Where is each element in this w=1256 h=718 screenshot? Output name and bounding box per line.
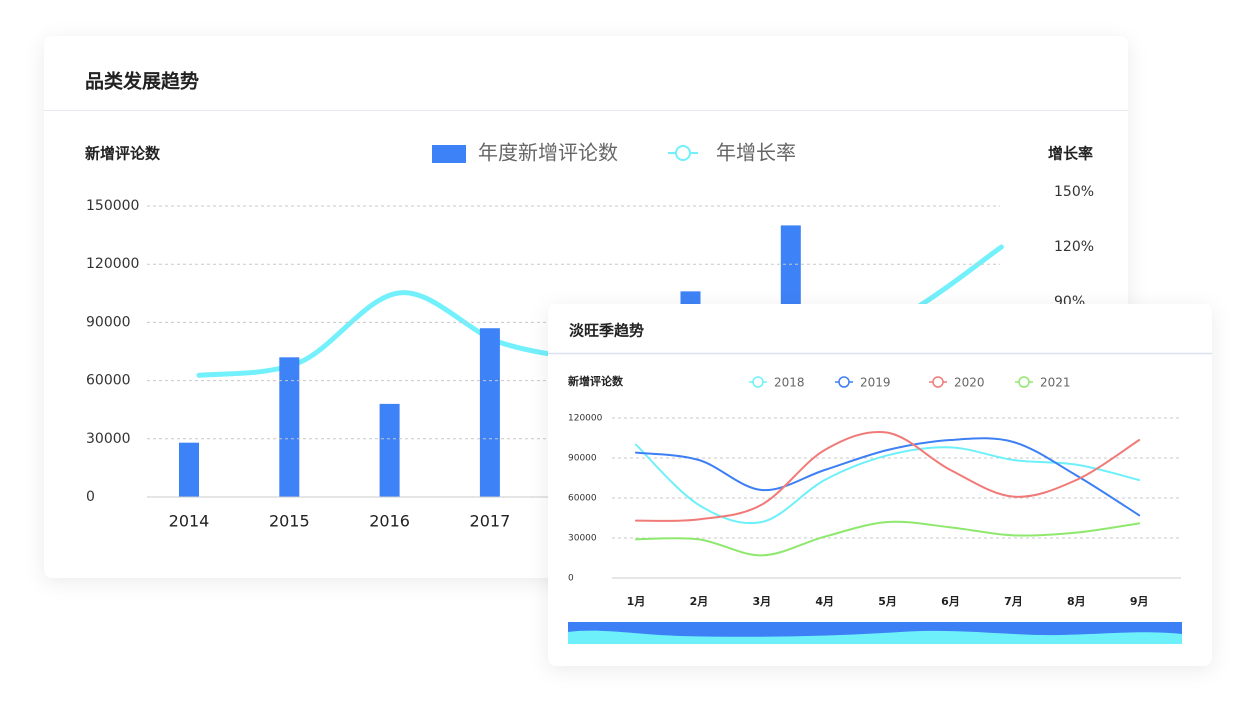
- line-series: [635, 520, 1141, 557]
- y2-tick-label: 120%: [1054, 239, 1094, 255]
- zoom-slider-preview: [568, 630, 1182, 644]
- y-tick-label: 30000: [568, 534, 597, 544]
- y-tick-label: 60000: [568, 494, 597, 504]
- legend-icon: [432, 145, 466, 163]
- y-tick-label: 0: [86, 489, 95, 505]
- x-tick-label: 5月: [878, 595, 897, 608]
- y-axis-label: 新增评论数: [85, 145, 161, 163]
- y-tick-label: 60000: [86, 373, 131, 389]
- x-tick-label: 2月: [690, 595, 709, 608]
- line-series: [635, 437, 1141, 517]
- y2-tick-label: 150%: [1054, 184, 1094, 200]
- legend-label: 2021: [1040, 376, 1071, 390]
- x-tick-label: 2014: [169, 512, 210, 531]
- y-tick-label: 0: [568, 574, 574, 584]
- line-series: [635, 430, 1141, 522]
- legend-label: 2020: [954, 376, 985, 390]
- x-tick-label: 9月: [1130, 595, 1149, 608]
- legend-icon: [932, 376, 944, 388]
- y-tick-label: 120000: [568, 414, 603, 424]
- y-tick-label: 90000: [568, 454, 597, 464]
- y-axis-label: 新增评论数: [568, 374, 624, 388]
- x-tick-label: 2015: [269, 512, 310, 531]
- legend-icon: [1018, 376, 1030, 388]
- legend-icon: [752, 376, 764, 388]
- y-tick-label: 30000: [86, 431, 131, 447]
- bar: [379, 403, 400, 497]
- legend-icon: [838, 376, 850, 388]
- legend-label: 年度新增评论数: [478, 141, 618, 165]
- legend-label: 2018: [774, 376, 805, 390]
- card-season-trend: 淡旺季趋势 新增评论数 0 30000 60000 90000 120000 1月 2月 3月…: [548, 304, 1212, 666]
- x-tick-label: 1月: [627, 595, 646, 608]
- legend-label: 年增长率: [716, 141, 796, 165]
- bar: [179, 442, 199, 497]
- y-tick-label: 120000: [86, 256, 139, 272]
- y-tick-label: 150000: [86, 198, 139, 214]
- bar: [279, 357, 300, 497]
- y2-axis-label: 增长率: [1048, 145, 1093, 163]
- x-tick-label: 7月: [1004, 595, 1023, 608]
- legend-icon: [675, 145, 691, 161]
- x-tick-label: 2017: [470, 512, 511, 531]
- x-tick-label: 8月: [1067, 595, 1086, 608]
- y-tick-label: 90000: [86, 314, 131, 330]
- card: [548, 304, 1212, 666]
- legend-label: 2019: [860, 376, 891, 390]
- x-tick-label: 4月: [815, 595, 834, 608]
- x-tick-label: 2016: [369, 512, 410, 531]
- bar: [479, 328, 500, 497]
- x-tick-label: 6月: [941, 595, 960, 608]
- x-tick-label: 3月: [752, 595, 771, 608]
- chart-title: 淡旺季趋势: [569, 322, 644, 340]
- chart-title: 品类发展趋势: [85, 70, 199, 93]
